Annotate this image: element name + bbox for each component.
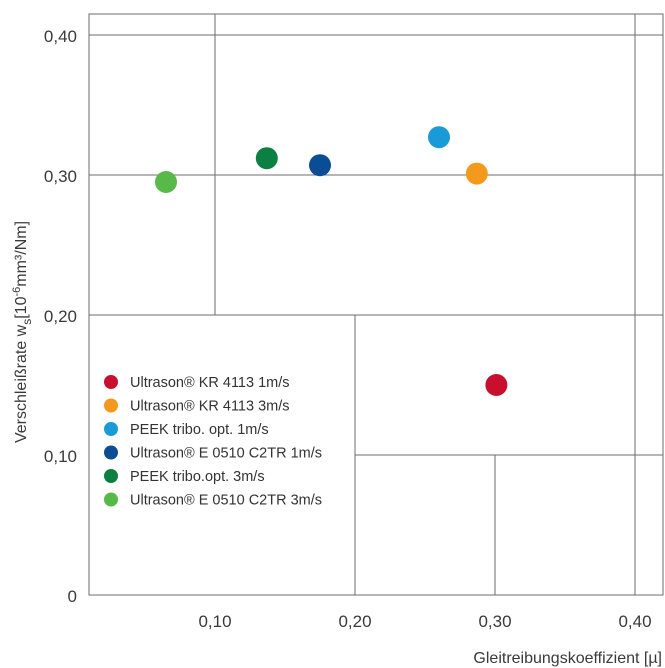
x-tick-label: 0,40: [618, 612, 651, 631]
y-tick-label: 0,10: [44, 447, 77, 466]
data-point: [155, 171, 177, 193]
legend-marker: [104, 469, 118, 483]
data-point: [428, 126, 450, 149]
y-axis-label: Verschleißrate ws[10-6mm³/Nm]: [11, 221, 34, 443]
plot-frame: [88, 13, 664, 596]
y-tick-label: 0,40: [44, 27, 77, 46]
y-tick-label: 0,20: [44, 307, 77, 326]
data-point: [309, 154, 331, 177]
legend-marker: [104, 445, 118, 460]
legend-entry-label: PEEK tribo. opt. 1m/s: [130, 422, 269, 438]
y-axis-label-sub: s: [20, 319, 34, 325]
x-tick-label: 0,30: [478, 612, 511, 631]
y-axis-label-unit: mm³/Nm]: [13, 221, 30, 287]
legend-marker: [104, 492, 118, 507]
x-axis-label: Gleitreibungskoeffizient [µ]: [473, 650, 662, 667]
legend-entry-label: Ultrason® E 0510 C2TR 3m/s: [130, 493, 322, 509]
y-tick-label: 0: [68, 587, 77, 606]
x-tick-label: 0,20: [338, 612, 371, 631]
data-point: [465, 162, 488, 185]
legend-marker: [104, 398, 118, 413]
legend-marker: [104, 375, 118, 389]
x-tick-label: 0,10: [198, 612, 231, 631]
y-tick-label: 0,30: [44, 167, 77, 186]
legend-entry-label: Ultrason® E 0510 C2TR 1m/s: [130, 446, 322, 462]
legend-entry-label: Ultrason® KR 4113 3m/s: [130, 399, 290, 415]
svg-text:Verschleißrate ws[10-6mm³/Nm]: Verschleißrate ws[10-6mm³/Nm]: [11, 221, 34, 443]
data-point: [255, 147, 278, 170]
data-point: [485, 374, 508, 396]
y-axis-label-bracket: [10: [13, 296, 30, 318]
y-axis-label-main: Verschleißrate w: [13, 324, 30, 443]
legend-marker: [104, 422, 118, 436]
y-axis-label-exp: -6: [11, 287, 23, 297]
legend-entry-label: Ultrason® KR 4113 1m/s: [130, 375, 290, 391]
legend-entry-label: PEEK tribo.opt. 3m/s: [130, 469, 265, 485]
